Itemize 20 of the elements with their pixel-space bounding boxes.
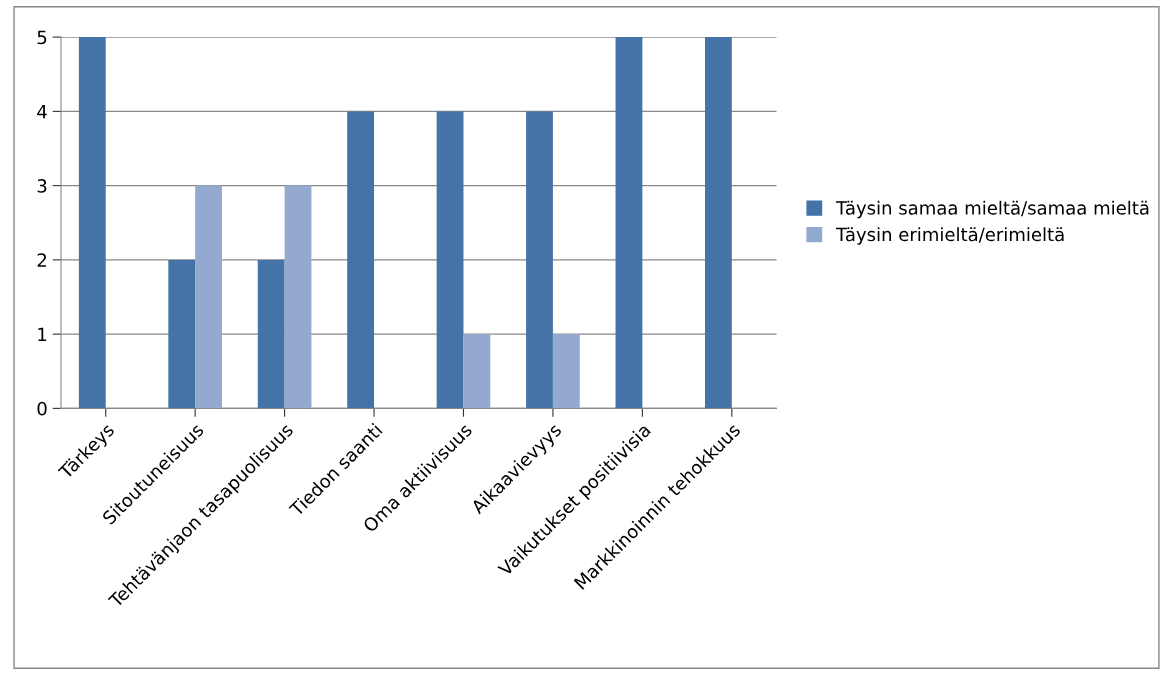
y-tick-label: 4 [37,105,47,119]
bar [347,111,375,409]
bar [284,185,312,409]
legend-label: Täysin samaa mieltä/samaa mieltä [835,200,1149,219]
bar [436,111,464,409]
y-tick-label: 2 [37,253,46,267]
bar [526,111,553,409]
y-tick-label: 1 [38,327,47,341]
bar [463,334,491,409]
bar [195,185,222,409]
y-tick-label: 0 [37,401,47,416]
bar [552,334,580,409]
bar [168,259,196,409]
legend-label: Täysin erimieltä/erimieltä [835,227,1064,245]
bar [78,37,106,409]
bar [257,259,285,409]
bar [615,37,643,409]
y-tick-label: 3 [37,179,47,193]
bar [704,37,732,409]
y-tick-label: 5 [37,30,47,45]
